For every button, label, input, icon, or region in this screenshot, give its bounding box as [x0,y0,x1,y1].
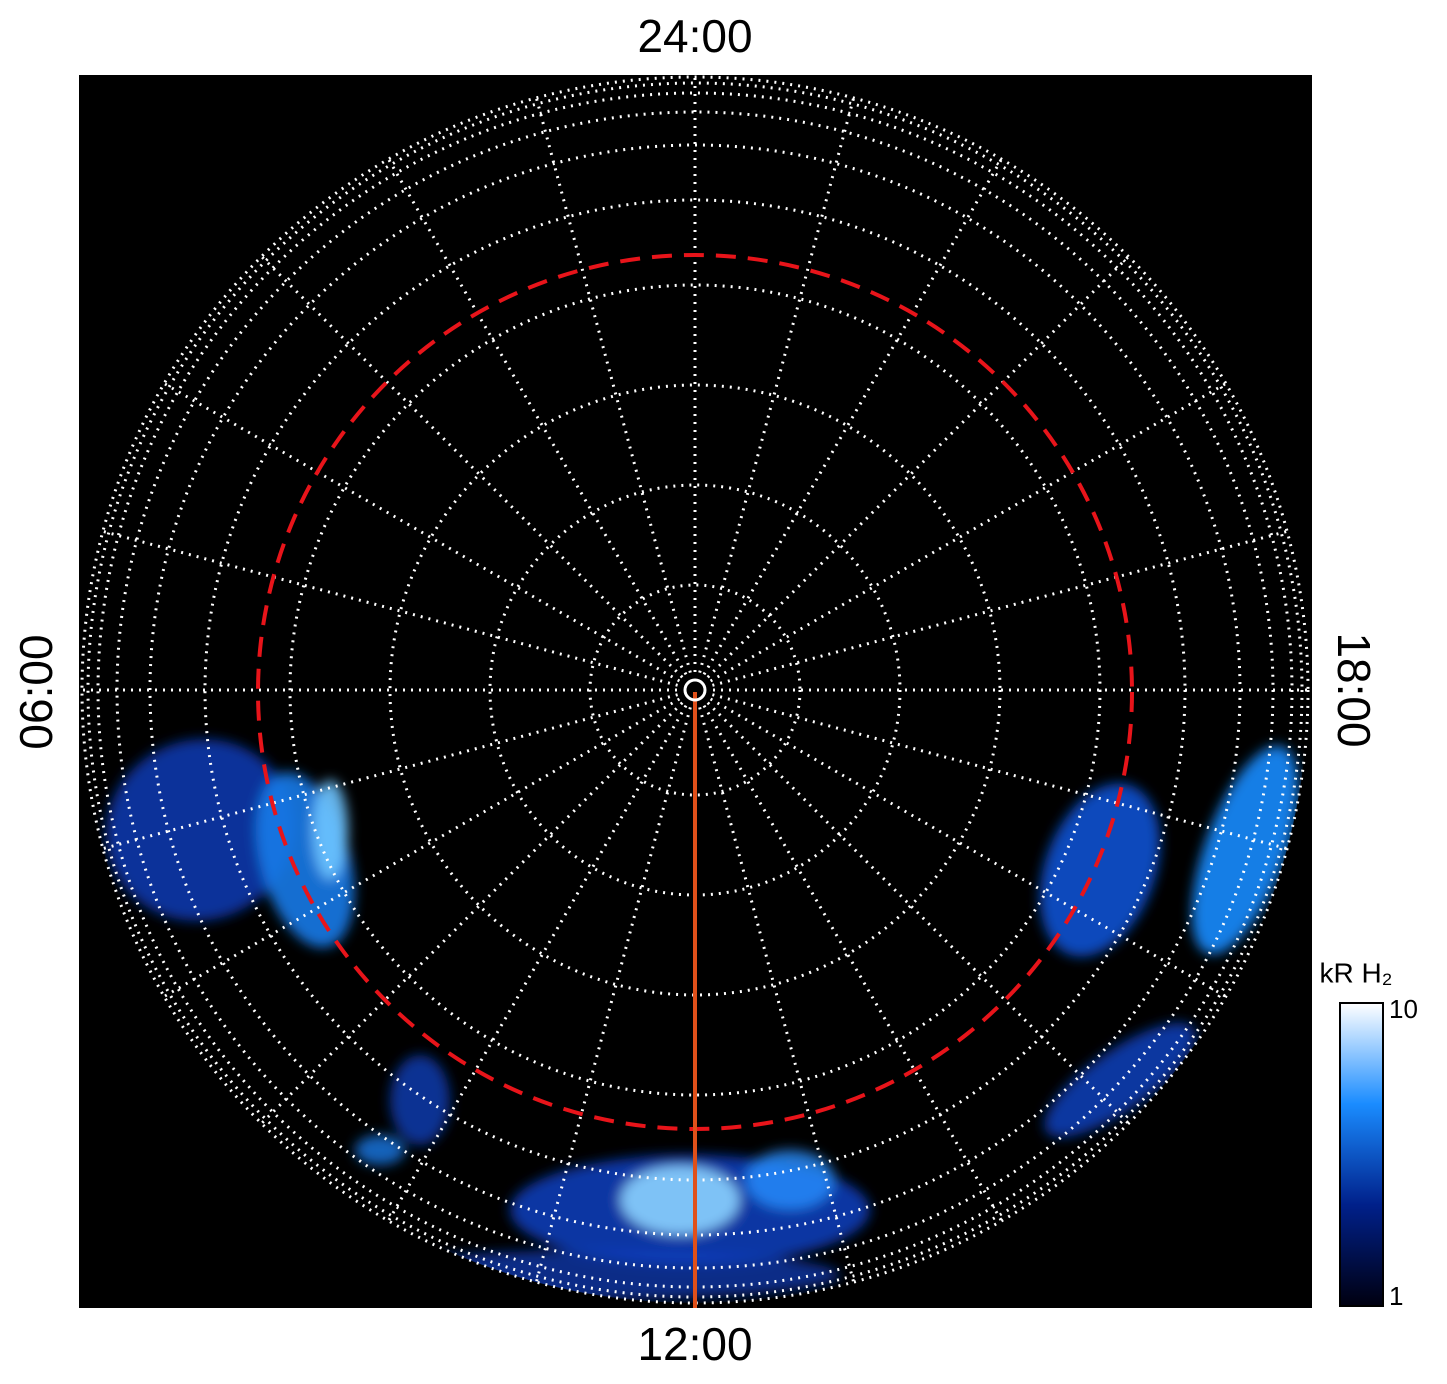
meridian [702,158,1003,676]
meridian [102,529,679,687]
meridian [102,693,679,851]
meridian [534,97,692,674]
colorbar-title: kR H₂ [1319,957,1392,988]
meridian [711,693,1288,851]
meridian [706,701,1130,1125]
meridian [260,255,684,679]
meridian [260,701,684,1125]
latitude-circle [148,143,1242,1237]
meridian [702,704,1003,1222]
meridian [387,704,688,1222]
pole-marker [683,678,707,702]
latitude-circle [588,583,802,797]
latitude-circle [288,283,1102,1097]
right-label: 18:00 [1328,632,1380,747]
colorbar-tick-label: 10 [1389,994,1418,1024]
left-label: 06:00 [10,634,62,749]
meridian [711,529,1288,687]
meridian [163,382,681,683]
meridian [698,706,856,1283]
top-label: 24:00 [637,10,752,62]
latitude-circle [388,383,1002,997]
meridian [706,255,1130,679]
meridian [163,697,681,998]
meridian [709,382,1227,683]
meridian [387,158,688,676]
meridian [709,697,1227,998]
meridian [698,97,856,674]
latitude-circle [80,75,1310,1305]
meridian [534,706,692,1283]
colorbar-tick-label: 1 [1389,1281,1403,1311]
auroral-emission [105,739,1299,1300]
bottom-label: 12:00 [637,1318,752,1370]
colorbar [1339,1002,1384,1307]
